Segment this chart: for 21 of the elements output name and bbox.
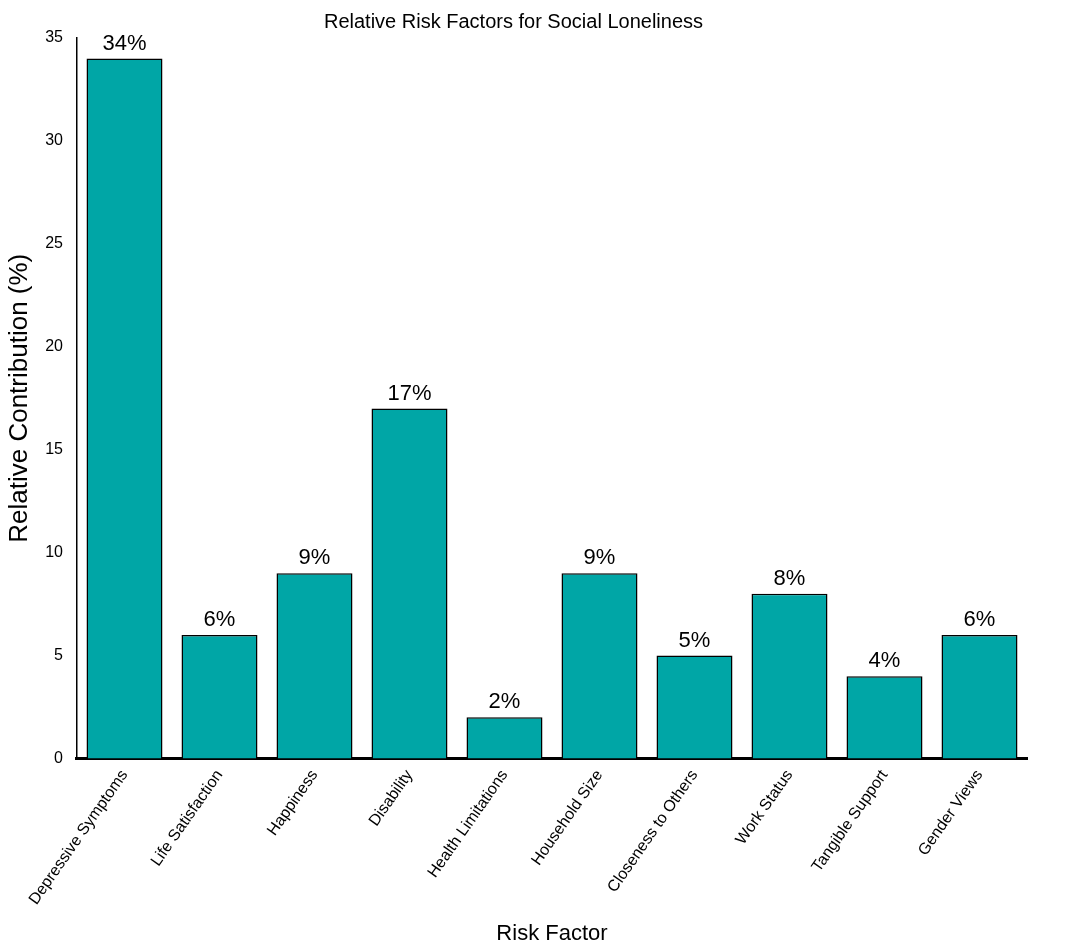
data-label: 5% [678,626,711,652]
data-label: 9% [583,544,616,570]
data-label: 9% [298,544,331,570]
data-label: 8% [773,564,806,590]
y-axis-title: Relative Contribution (%) [2,253,33,543]
x-axis-title: Risk Factor [496,919,608,945]
data-label: 4% [868,647,901,673]
data-label: 2% [488,688,521,714]
y-tick-label: 20 [45,337,64,355]
data-label: 6% [203,606,236,632]
chart-title: Relative Risk Factors for Social Loneliness [323,9,704,32]
y-tick-label: 15 [45,440,64,458]
data-label: 17% [387,379,432,405]
data-label: 34% [102,29,147,55]
y-tick-label: 25 [45,234,64,252]
y-tick-label: 35 [45,28,64,46]
y-tick-label: 0 [54,748,64,766]
y-tick-label: 10 [45,543,64,561]
y-tick-label: 30 [45,131,64,149]
y-tick-label: 5 [54,645,64,663]
data-label: 6% [963,606,996,632]
